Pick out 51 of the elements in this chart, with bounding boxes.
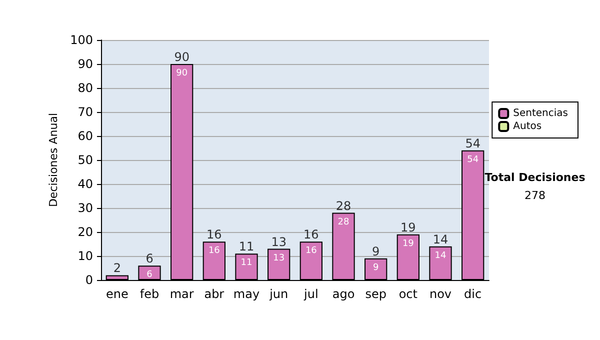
y-tick-label: 40 xyxy=(78,177,93,191)
total-label: 54 xyxy=(465,136,480,150)
legend-label: Sentencias xyxy=(513,108,568,119)
data-label: 14 xyxy=(434,250,446,261)
total-label: 16 xyxy=(304,228,319,242)
data-label: 16 xyxy=(305,246,318,256)
y-tick-label: 100 xyxy=(70,33,93,47)
y-tick-label: 50 xyxy=(78,153,93,167)
annotation: Total Decisiones xyxy=(484,171,586,184)
y-tick-label: 60 xyxy=(78,129,93,143)
data-label: 54 xyxy=(467,154,479,165)
total-label: 14 xyxy=(432,232,448,246)
data-label: 90 xyxy=(176,68,188,78)
x-tick-label: may xyxy=(233,287,260,301)
y-tick-label: 20 xyxy=(78,225,93,239)
y-tick-label: 90 xyxy=(78,57,93,71)
x-tick-label: abr xyxy=(204,287,224,301)
x-tick-label: jun xyxy=(268,287,288,301)
total-label: 2 xyxy=(113,261,121,276)
x-tick-label: oct xyxy=(398,287,418,301)
data-label: 9 xyxy=(372,262,379,273)
text: 278 xyxy=(524,189,546,202)
total-label: 90 xyxy=(174,50,190,64)
total-label: 28 xyxy=(336,198,352,213)
x-tick-label: ene xyxy=(106,287,128,301)
y-tick-label: 70 xyxy=(78,105,93,119)
x-tick-label: dic xyxy=(464,287,482,301)
y-tick-label: 30 xyxy=(78,201,93,215)
y-axis-title: Decisiones Anual xyxy=(47,112,60,208)
legend-label: Autos xyxy=(513,121,542,132)
total-label: 9 xyxy=(372,244,380,258)
total-label: 11 xyxy=(238,240,254,254)
y-tick-label: 0 xyxy=(85,273,93,287)
total-label: 16 xyxy=(206,228,222,242)
total-label: 6 xyxy=(146,252,154,266)
data-label: 6 xyxy=(146,270,153,280)
total-label: 19 xyxy=(400,220,416,234)
data-label: 16 xyxy=(208,246,220,256)
x-tick-label: ago xyxy=(332,287,355,301)
x-tick-label: feb xyxy=(140,287,160,301)
x-tick-label: mar xyxy=(170,287,194,301)
x-tick-label: jul xyxy=(303,287,318,301)
total-label: 13 xyxy=(271,234,286,249)
data-label: 19 xyxy=(402,238,414,249)
data-label: 28 xyxy=(338,217,350,228)
x-tick-label: sep xyxy=(365,287,386,301)
y-tick-label: 80 xyxy=(78,81,93,95)
data-label: 13 xyxy=(273,253,285,264)
x-tick-label: nov xyxy=(429,287,452,301)
data-label: 11 xyxy=(240,258,252,268)
y-tick-label: 10 xyxy=(78,249,93,263)
